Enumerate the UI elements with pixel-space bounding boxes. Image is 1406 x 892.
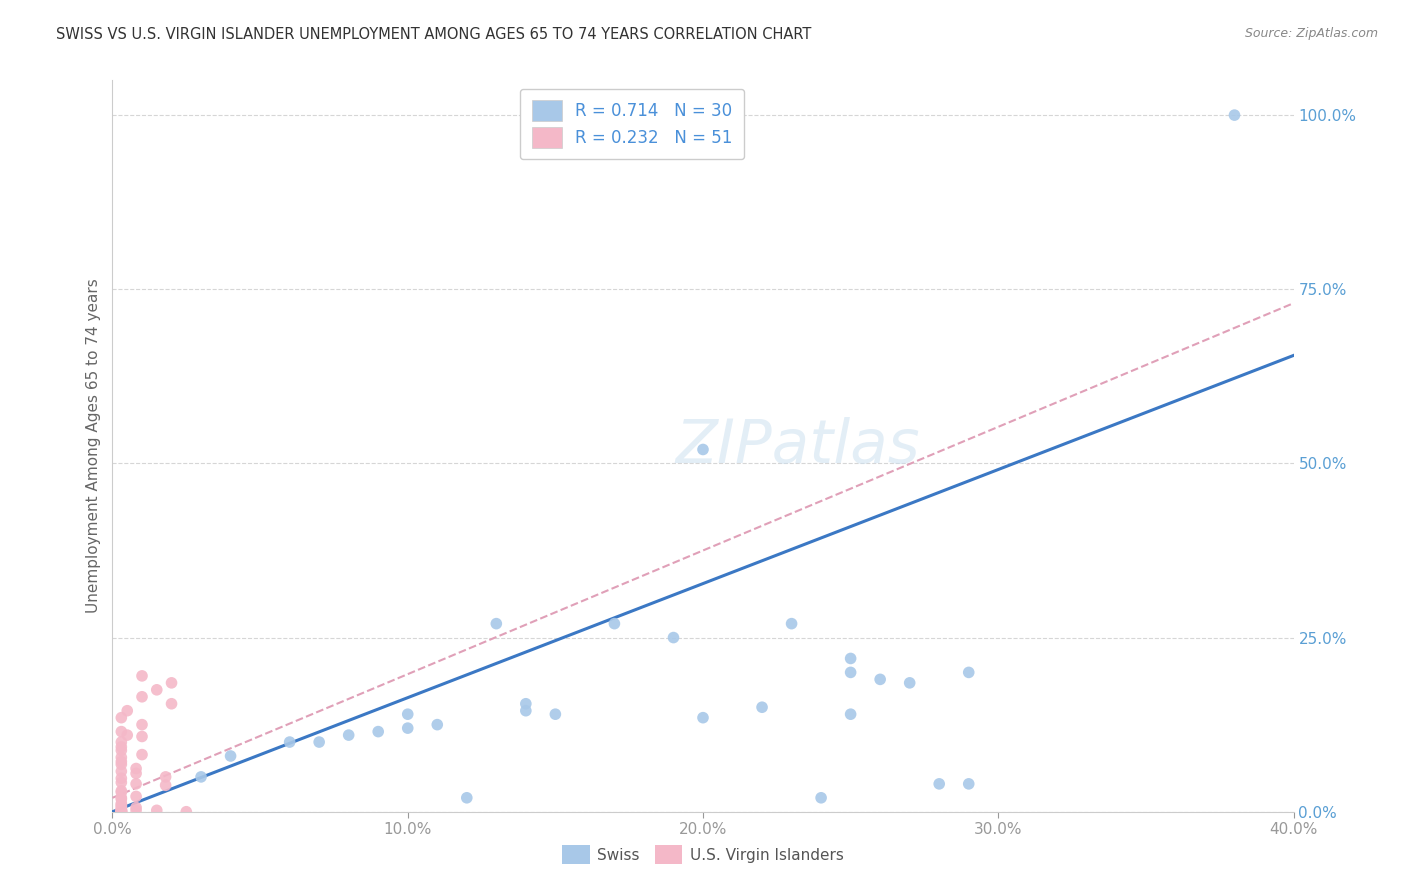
Point — [110, 784, 132, 798]
Point — [456, 790, 478, 805]
Point — [125, 777, 148, 791]
Point — [110, 735, 132, 749]
Point — [957, 777, 980, 791]
Point — [117, 728, 138, 742]
Point — [110, 803, 132, 817]
Point — [131, 730, 153, 744]
Point — [131, 747, 153, 762]
Point — [110, 750, 132, 764]
Point — [110, 804, 132, 818]
Text: ZIPatlas: ZIPatlas — [675, 417, 920, 475]
Point — [869, 673, 891, 687]
Point — [308, 735, 330, 749]
Point — [544, 707, 567, 722]
Point — [110, 805, 132, 819]
Point — [396, 707, 419, 722]
Point — [780, 616, 803, 631]
Point — [110, 805, 132, 819]
Point — [110, 803, 132, 817]
Point — [174, 805, 197, 819]
Text: SWISS VS U.S. VIRGIN ISLANDER UNEMPLOYMENT AMONG AGES 65 TO 74 YEARS CORRELATION: SWISS VS U.S. VIRGIN ISLANDER UNEMPLOYME… — [56, 27, 811, 42]
Point — [839, 651, 862, 665]
Point — [110, 775, 132, 789]
Point — [146, 682, 169, 697]
Point — [160, 676, 183, 690]
Point — [603, 616, 626, 631]
Point — [110, 724, 132, 739]
Point — [110, 805, 132, 819]
Point — [515, 704, 537, 718]
Point — [396, 721, 419, 735]
Point — [131, 690, 153, 704]
Point — [662, 631, 685, 645]
Point — [110, 739, 132, 754]
Point — [110, 755, 132, 769]
Point — [928, 777, 950, 791]
Y-axis label: Unemployment Among Ages 65 to 74 years: Unemployment Among Ages 65 to 74 years — [86, 278, 101, 614]
Point — [160, 697, 183, 711]
Point — [110, 803, 132, 817]
Point — [898, 676, 921, 690]
Point — [117, 704, 138, 718]
Point — [125, 766, 148, 780]
Point — [110, 711, 132, 725]
Point — [125, 762, 148, 776]
Point — [839, 707, 862, 722]
Point — [110, 797, 132, 811]
Point — [426, 717, 449, 731]
Point — [155, 778, 177, 792]
Point — [110, 743, 132, 757]
Point — [110, 805, 132, 819]
Point — [131, 669, 153, 683]
Point — [125, 800, 148, 814]
Point — [485, 616, 508, 631]
Point — [110, 785, 132, 799]
Point — [1223, 108, 1246, 122]
Point — [278, 735, 301, 749]
Point — [110, 804, 132, 818]
Point — [367, 724, 389, 739]
Point — [110, 790, 132, 805]
Point — [110, 804, 132, 818]
Point — [692, 711, 714, 725]
Point — [692, 442, 714, 457]
Point — [839, 665, 862, 680]
Point — [131, 717, 153, 731]
Point — [110, 799, 132, 814]
Point — [125, 789, 148, 804]
Point — [155, 770, 177, 784]
Point — [110, 772, 132, 786]
Point — [190, 770, 212, 784]
Point — [110, 805, 132, 819]
Point — [219, 749, 242, 764]
Point — [810, 790, 832, 805]
Point — [110, 764, 132, 779]
Point — [146, 803, 169, 817]
Point — [110, 757, 132, 772]
Text: Source: ZipAtlas.com: Source: ZipAtlas.com — [1244, 27, 1378, 40]
Legend: Swiss, U.S. Virgin Islanders: Swiss, U.S. Virgin Islanders — [555, 839, 851, 870]
Point — [110, 797, 132, 812]
Point — [337, 728, 360, 742]
Point — [110, 800, 132, 814]
Point — [110, 805, 132, 819]
Point — [957, 665, 980, 680]
Point — [515, 697, 537, 711]
Point — [751, 700, 773, 714]
Point — [110, 792, 132, 806]
Point — [125, 803, 148, 817]
